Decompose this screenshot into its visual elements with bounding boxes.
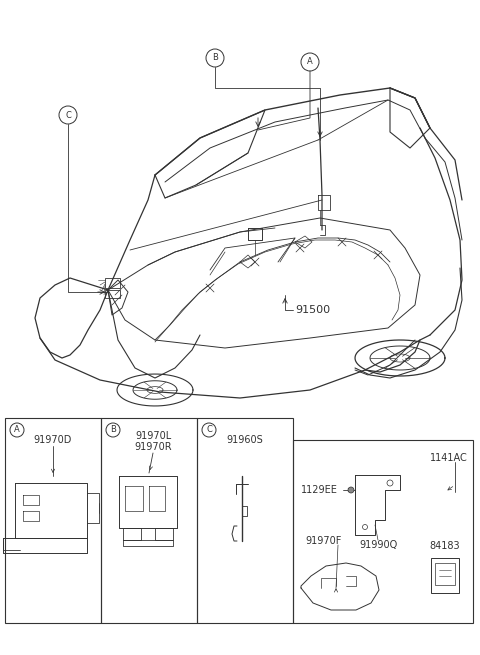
Text: 91960S: 91960S (227, 435, 264, 445)
Text: 1141AC: 1141AC (430, 453, 468, 463)
Text: B: B (110, 426, 116, 434)
Text: C: C (65, 111, 71, 119)
Text: 91970D: 91970D (34, 435, 72, 445)
Text: A: A (14, 426, 20, 434)
Text: 1129EE: 1129EE (301, 485, 338, 495)
Text: 91970R: 91970R (134, 442, 172, 452)
Text: C: C (206, 426, 212, 434)
Bar (5, 418, 101, 623)
Bar (105, 278, 120, 288)
Bar (435, 563, 455, 585)
Bar (101, 418, 197, 623)
Bar (431, 558, 459, 593)
Bar (293, 440, 473, 623)
Text: 84183: 84183 (430, 541, 460, 551)
Text: 91990Q: 91990Q (359, 540, 397, 550)
Text: B: B (212, 54, 218, 62)
Text: A: A (307, 58, 313, 67)
Bar (105, 290, 120, 298)
Bar (197, 418, 293, 623)
Text: 91970L: 91970L (135, 431, 171, 441)
Text: 91970F: 91970F (305, 536, 341, 546)
Text: 91500: 91500 (295, 305, 330, 315)
Circle shape (348, 487, 354, 493)
